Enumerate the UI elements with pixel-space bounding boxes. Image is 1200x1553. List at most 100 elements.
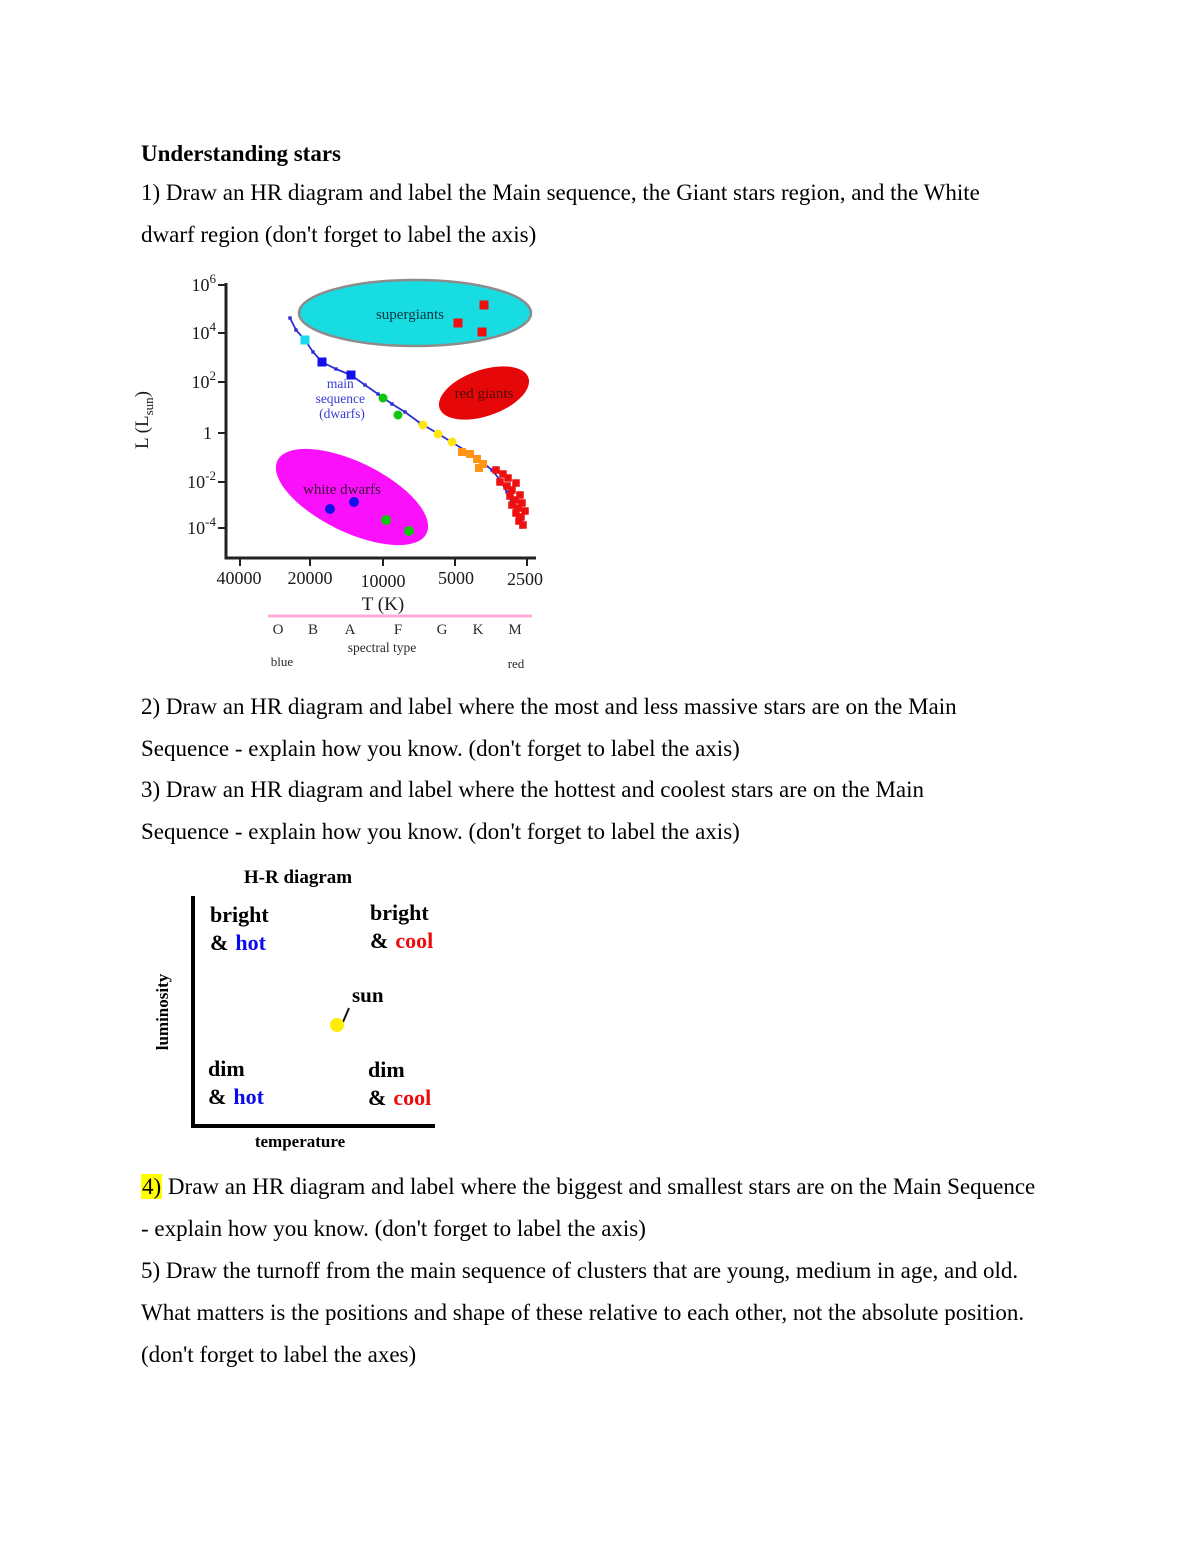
svg-text:10000: 10000 [361, 571, 406, 591]
data-point [508, 486, 516, 494]
svg-text:K: K [473, 622, 484, 638]
svg-text:40000: 40000 [217, 568, 262, 588]
question-1-line-1: 1) Draw an HR diagram and label the Main… [141, 180, 980, 205]
quadrant-dim-hot-line2: & hot [208, 1084, 265, 1109]
blue-note: blue [271, 654, 294, 669]
question-2-line-1: 2) Draw an HR diagram and label where th… [141, 694, 957, 719]
data-point [381, 515, 391, 525]
data-point [519, 521, 527, 529]
data-point [346, 370, 356, 380]
data-point [505, 490, 509, 494]
svg-text:2500: 2500 [507, 569, 543, 589]
data-point [515, 517, 523, 525]
supergiants-region [297, 278, 533, 348]
main-sequence-label: main sequence (dwarfs) [316, 376, 369, 421]
svg-text:106: 106 [192, 271, 217, 295]
data-point [473, 455, 481, 463]
question-5-line-3: (don't forget to label the axes) [141, 1342, 417, 1367]
question-3-line-2: Sequence - explain how you know. (don't … [141, 819, 740, 844]
svg-text:M: M [508, 622, 521, 638]
data-point [521, 507, 529, 515]
question-2-line-2: Sequence - explain how you know. (don't … [141, 736, 740, 761]
data-point [317, 357, 327, 367]
svg-text:104: 104 [192, 319, 217, 343]
data-point [458, 448, 466, 456]
data-point [418, 420, 428, 430]
data-point [363, 383, 367, 387]
sketch-title: H-R diagram [244, 867, 352, 888]
y-tick-labels: 106 104 102 1 10-2 10-4 [187, 271, 216, 538]
data-point [499, 470, 507, 478]
svg-text:O: O [273, 622, 284, 638]
supergiants-label: supergiants [376, 307, 444, 323]
svg-text:102: 102 [192, 368, 217, 392]
question-1: 1) Draw an HR diagram and label the Main… [141, 172, 1101, 256]
question-5-line-2: What matters is the positions and shape … [141, 1300, 1025, 1325]
data-point [288, 316, 292, 320]
hr-diagram-figure: 106 104 102 1 10-2 10-4 L (Lsun) 40000 2… [132, 271, 544, 670]
question-5: 5) Draw the turnoff from the main sequen… [141, 1250, 1101, 1376]
sun-dot [330, 1018, 344, 1032]
data-point [490, 468, 494, 472]
question-1-line-2: dwarf region (don't forget to label the … [141, 222, 537, 247]
data-point [492, 466, 500, 474]
sketch-y-label: luminosity [153, 973, 172, 1050]
quadrant-bright-hot-line2: & hot [210, 930, 267, 955]
data-point [294, 328, 298, 332]
question-4-line-1-text: Draw an HR diagram and label where the b… [162, 1174, 1036, 1199]
x-tick-labels: 40000 20000 10000 5000 2500 [217, 568, 544, 591]
x-ticks [239, 558, 528, 566]
svg-text:10-4: 10-4 [187, 514, 216, 538]
main-sequence-points-blue [317, 357, 356, 380]
data-point [453, 318, 463, 328]
data-point [390, 402, 394, 406]
data-point [517, 513, 525, 521]
sun-label: sun [352, 983, 384, 1007]
data-point [325, 504, 335, 514]
x-axis-label: T (K) [362, 594, 404, 615]
question-5-line-1: 5) Draw the turnoff from the main sequen… [141, 1258, 1019, 1283]
data-point [466, 450, 474, 458]
data-point [514, 504, 522, 512]
y-axis-label: L (Lsun) [132, 391, 156, 449]
white-dwarfs-label: white dwarfs [303, 482, 381, 498]
sun-pointer-line [342, 1007, 350, 1023]
white-dwarf-points-green [381, 515, 414, 536]
spectral-type-label: spectral type [348, 640, 417, 655]
data-point [300, 335, 310, 345]
highlighted-question-number: 4) [141, 1174, 163, 1199]
main-sequence-points-yellow [418, 420, 457, 447]
question-4-line-1: 4) Draw an HR diagram and label where th… [141, 1166, 1101, 1208]
data-point [508, 501, 516, 509]
svg-text:A: A [345, 622, 356, 638]
data-point [393, 410, 403, 420]
data-point [349, 497, 359, 507]
svg-text:1: 1 [203, 423, 212, 443]
data-point [504, 474, 512, 482]
data-point [334, 367, 338, 371]
red-giants-region [438, 366, 530, 420]
data-point [479, 300, 489, 310]
sketch-x-label: temperature [255, 1132, 346, 1151]
data-point [518, 499, 526, 507]
question-3-line-1: 3) Draw an HR diagram and label where th… [141, 777, 925, 802]
svg-text:20000: 20000 [288, 568, 333, 588]
data-point [378, 393, 388, 403]
data-point [503, 482, 511, 490]
svg-text:F: F [394, 622, 402, 638]
data-point [516, 491, 524, 499]
quadrant-bright-cool-line1: bright [370, 900, 429, 925]
data-point [376, 392, 380, 396]
data-point [506, 492, 514, 500]
data-point [512, 479, 520, 487]
data-point [403, 410, 407, 414]
main-sequence-points-green [378, 393, 403, 420]
y-ticks [218, 284, 226, 529]
supergiant-points-red [453, 300, 489, 337]
svg-text:10-2: 10-2 [187, 468, 216, 492]
hr-sketch-figure: H-R diagram luminosity temperature brigh… [153, 867, 435, 1151]
data-point [404, 526, 414, 536]
svg-text:G: G [437, 622, 448, 638]
question-4: 4) Draw an HR diagram and label where th… [141, 1166, 1101, 1250]
